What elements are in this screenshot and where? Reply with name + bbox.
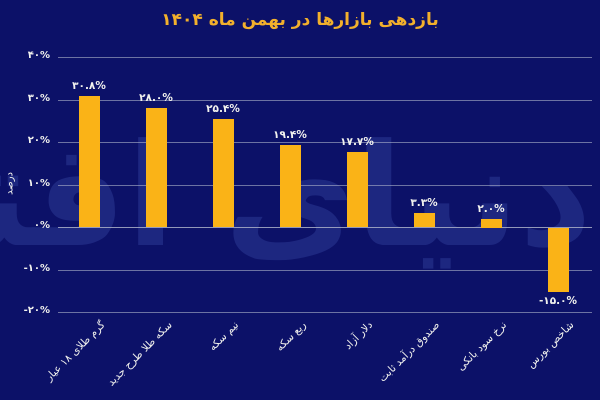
bar-value-label: ۲۵.۴% (206, 103, 240, 115)
y-tick-label: ۰% (33, 220, 50, 231)
x-tick-label: ربع سکه (273, 319, 309, 354)
bar (279, 145, 301, 227)
bar (346, 152, 368, 227)
bar-value-label: ۳.۳% (410, 197, 438, 209)
y-tick-label: ۳۰% (27, 93, 50, 104)
gridline (58, 142, 592, 143)
chart-title: بازدهی بازارها در بهمن ماه ۱۴۰۴ (161, 10, 439, 30)
bar-value-label: ۲.۰% (477, 203, 505, 215)
gridline (58, 312, 592, 313)
bar (547, 228, 569, 292)
bar (145, 108, 167, 227)
bar-value-label: ۳۰.۸% (72, 80, 106, 92)
gridline (58, 185, 592, 186)
bar-value-label: ۲۸.۰% (139, 92, 173, 104)
y-tick-label: -۲۰% (23, 305, 50, 316)
bar (413, 213, 435, 227)
bar-value-label: ۱۹.۴% (273, 129, 307, 141)
x-tick-label: سکه طلا طرح جدید (105, 319, 175, 389)
gridline (58, 100, 592, 101)
bar (212, 119, 234, 227)
x-tick-label: گرم طلای ۱۸ عیار (43, 319, 108, 384)
x-tick-label: نرخ سود بانکی (455, 319, 510, 374)
bar (78, 96, 100, 227)
y-tick-label: ۱۰% (27, 178, 50, 189)
x-tick-label: شاخص بورس (524, 319, 577, 371)
x-tick-label: صندوق درآمد ثابت (376, 319, 443, 385)
gridline (58, 57, 592, 58)
x-tick-label: نیم سکه (207, 319, 242, 354)
bar-value-label: ۱۷.۷% (340, 136, 374, 148)
gridline (58, 227, 592, 228)
bar-value-label: -۱۵.۰% (538, 295, 578, 307)
y-tick-label: ۲۰% (27, 135, 50, 146)
x-tick-label: دلار آزاد (342, 319, 376, 352)
y-tick-label: -۱۰% (23, 263, 50, 274)
y-tick-label: ۴۰% (27, 50, 50, 61)
gridline (58, 270, 592, 271)
bar (480, 219, 502, 228)
